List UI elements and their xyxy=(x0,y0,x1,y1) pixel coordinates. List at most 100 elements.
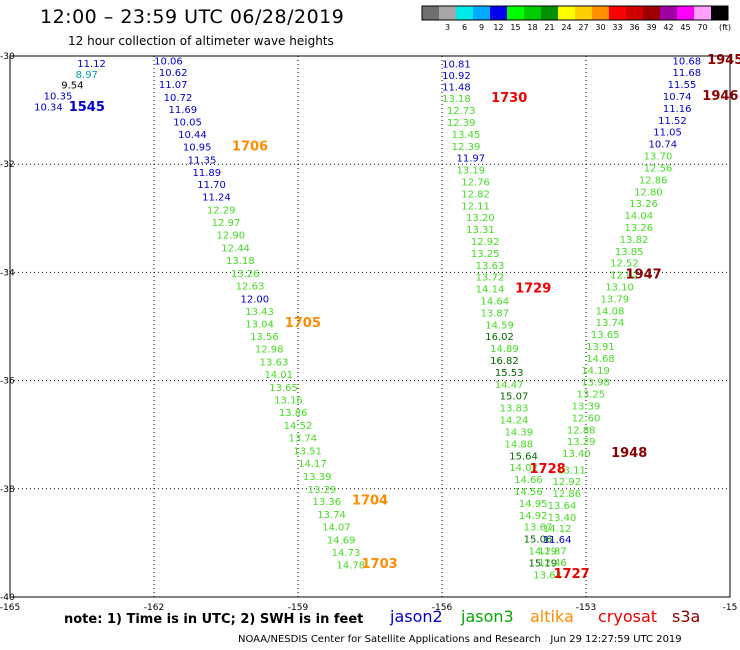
wave-height-value: 12.52 xyxy=(610,259,639,270)
wave-height-value: 11.55 xyxy=(668,80,697,91)
wave-height-value: 13.40 xyxy=(562,449,591,460)
colorbar-label: 21 xyxy=(544,23,554,32)
colorbar-swatch xyxy=(456,6,473,20)
wave-height-value: 13.91 xyxy=(586,342,615,353)
wave-height-value: 10.68 xyxy=(672,56,701,67)
colorbar-swatch xyxy=(575,6,592,20)
wave-height-value: 13.25 xyxy=(576,390,605,401)
wave-height-value: 8.97 xyxy=(76,70,98,81)
wave-height-value: 12.88 xyxy=(567,425,596,436)
colorbar-unit: (ft) xyxy=(719,23,731,32)
colorbar-swatch xyxy=(711,6,728,20)
wave-height-value: 10.44 xyxy=(178,130,207,141)
wave-height-value: 14.07 xyxy=(322,523,351,534)
wave-height-value: 11.05 xyxy=(653,128,682,139)
wave-height-value: 10.34 xyxy=(34,102,63,113)
wave-height-value: 14.02 xyxy=(509,463,538,474)
wave-height-value: 14.39 xyxy=(504,427,533,438)
wave-height-value: 13.40 xyxy=(548,513,577,524)
wave-height-value: 11.24 xyxy=(202,193,231,204)
colorbar-swatch xyxy=(677,6,694,20)
wave-height-value: 10.74 xyxy=(663,92,692,103)
wave-height-value: 10.35 xyxy=(44,91,73,102)
wave-height-value: 13.56 xyxy=(250,332,279,343)
y-tick-label: -38 xyxy=(0,485,15,495)
wave-height-value: 16.02 xyxy=(485,332,514,343)
wave-height-value: 12.63 xyxy=(236,281,265,292)
pass-time-label: 1729 xyxy=(515,282,551,297)
x-tick-label: -159 xyxy=(288,603,309,613)
wave-height-value: 12.29 xyxy=(207,206,236,217)
footer-credits: NOAA/NESDIS Center for Satellite Applica… xyxy=(238,634,682,645)
wave-height-value: 12.92 xyxy=(552,477,581,488)
wave-height-value: 13.82 xyxy=(620,235,649,246)
wave-height-value: 10.74 xyxy=(648,140,677,151)
wave-height-value: 10.05 xyxy=(173,117,202,128)
wave-height-value: 15.06 xyxy=(524,535,553,546)
wave-height-value: 16.82 xyxy=(490,356,519,367)
colorbar-swatch xyxy=(592,6,609,20)
wave-height-value: 13.26 xyxy=(231,269,260,280)
legend-jason3: jason3 xyxy=(461,607,514,626)
wave-height-value: 9.54 xyxy=(61,81,83,92)
colorbar-swatch xyxy=(643,6,660,20)
wave-height-value: 14.52 xyxy=(284,421,313,432)
wave-height-value: 11.35 xyxy=(188,155,217,166)
units-note: note: 1) Time is in UTC; 2) SWH is in fe… xyxy=(64,612,364,627)
wave-height-value: 10.06 xyxy=(154,56,183,67)
page-title: 12:00 – 23:59 UTC 06/28/2019 xyxy=(40,6,345,28)
wave-height-value: 12.90 xyxy=(216,231,245,242)
wave-height-value: 14.14 xyxy=(476,285,505,296)
colorbar-swatch xyxy=(660,6,677,20)
wave-height-value: 14.68 xyxy=(586,354,615,365)
wave-height-value: 13.11 xyxy=(557,465,586,476)
colorbar-swatch xyxy=(473,6,490,20)
wave-height-value: 11.69 xyxy=(168,105,197,116)
wave-height-value: 13.63 xyxy=(260,358,289,369)
wave-height-value: 13.86 xyxy=(279,408,308,419)
footer-source: NOAA/NESDIS Center for Satellite Applica… xyxy=(238,634,541,645)
colorbar-swatch xyxy=(524,6,541,20)
pass-time-label: 1706 xyxy=(232,139,268,154)
wave-height-value: 13.26 xyxy=(624,223,653,234)
colorbar-label: 12 xyxy=(493,23,503,32)
wave-height-value: 13.19 xyxy=(456,166,485,177)
pass-time-label: 1945 xyxy=(707,53,740,68)
wave-height-value: 14.66 xyxy=(514,475,543,486)
plot-area xyxy=(9,55,731,598)
wave-height-value: 12.39 xyxy=(452,142,481,153)
wave-height-value: 13.87 xyxy=(480,308,509,319)
wave-height-value: 13.29 xyxy=(308,485,337,496)
wave-height-value: 14.19 xyxy=(581,366,610,377)
colorbar-label: 18 xyxy=(527,23,537,32)
legend-altika: altika xyxy=(530,607,574,626)
wave-height-value: 10.95 xyxy=(183,142,212,153)
colorbar-label: 27 xyxy=(578,23,588,32)
y-tick-label: -40 xyxy=(0,593,15,603)
wave-height-value: 13.51 xyxy=(293,446,322,457)
wave-height-value: 13.65 xyxy=(269,383,298,394)
wave-height-value: 14.59 xyxy=(485,320,514,331)
wave-height-value: 14.17 xyxy=(298,459,327,470)
footer-timestamp: Jun 29 12:27:59 UTC 2019 xyxy=(550,634,682,645)
x-tick-label: -162 xyxy=(144,603,164,613)
wave-height-value: 15.64 xyxy=(509,451,538,462)
wave-height-value: 10.72 xyxy=(164,93,193,104)
wave-height-value: 12.39 xyxy=(447,118,476,129)
wave-height-value: 13.18 xyxy=(442,94,471,105)
x-tick-label: -153 xyxy=(576,603,596,613)
wave-height-value: 12.92 xyxy=(471,237,500,248)
wave-height-value: 14.08 xyxy=(596,306,625,317)
colorbar-label: 70 xyxy=(697,23,707,32)
wave-height-value: 11.97 xyxy=(456,154,485,165)
x-tick-label: -15 xyxy=(723,603,738,613)
wave-height-value: 11.64 xyxy=(543,535,572,546)
wave-height-value: 10.92 xyxy=(442,71,471,82)
wave-height-value: 13.64 xyxy=(548,501,577,512)
colorbar-label: 33 xyxy=(612,23,622,32)
wave-height-value: 13.31 xyxy=(466,225,495,236)
wave-height-value: 12.87 xyxy=(538,546,567,557)
wave-height-value: 14.64 xyxy=(480,297,509,308)
wave-height-value: 11.68 xyxy=(672,68,701,79)
